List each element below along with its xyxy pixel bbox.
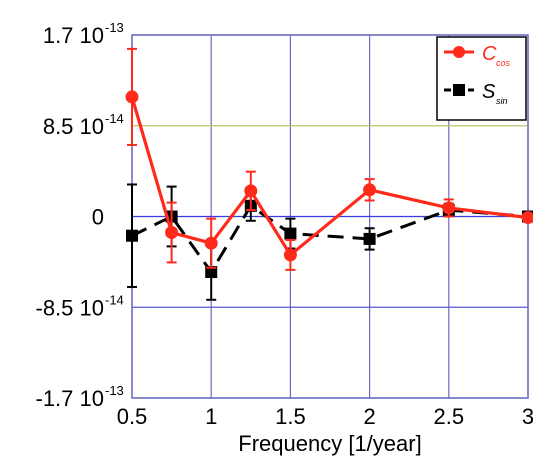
series-layer — [125, 47, 533, 301]
y-tick-label: -8.5 10 — [36, 295, 105, 320]
legend-entry: S — [482, 81, 496, 103]
data-point — [125, 90, 139, 104]
x-axis-ticks: 0.5 1 1.5 2 2.5 3 — [117, 404, 533, 429]
data-point — [521, 211, 533, 225]
y-tick-label: -1.7 10 — [36, 386, 105, 411]
legend-entry: C — [482, 43, 497, 65]
y-tick-exponent: -14 — [105, 292, 124, 307]
y-tick-exponent: -14 — [105, 111, 124, 126]
series-line — [130, 96, 529, 258]
x-tick-label: 0.5 — [117, 404, 148, 429]
data-point — [284, 227, 297, 240]
y-tick-label: 1.7 10 — [43, 23, 104, 48]
legend-marker — [453, 46, 465, 58]
data-point — [363, 232, 376, 245]
series-line — [131, 203, 529, 275]
x-axis-label: Frequency [1/year] — [238, 431, 421, 456]
x-tick-label: 3 — [522, 404, 533, 429]
series-S — [126, 183, 533, 301]
legend-entry-subscript: cos — [496, 58, 511, 68]
data-point — [204, 236, 218, 250]
x-tick-label: 2 — [363, 404, 375, 429]
data-point — [442, 201, 456, 215]
legend-marker — [453, 84, 465, 96]
y-axis-ticks: 1.7 10 -138.5 10 -140-8.5 10 -14-1.7 10 -13 — [36, 20, 124, 411]
series-C — [125, 47, 533, 271]
data-point — [205, 266, 218, 279]
x-tick-label: 2.5 — [434, 404, 465, 429]
y-tick-exponent: -13 — [105, 20, 124, 35]
x-tick-label: 1.5 — [275, 404, 306, 429]
y-tick-label: 8.5 10 — [43, 114, 104, 139]
data-point — [126, 229, 138, 242]
y-tick-label: 0 — [92, 205, 104, 230]
x-tick-label: 1 — [205, 404, 217, 429]
data-point — [165, 226, 179, 240]
legend-entry-subscript: sin — [496, 96, 508, 106]
data-point — [244, 184, 258, 198]
y-tick-exponent: -13 — [105, 383, 124, 398]
data-point — [363, 183, 377, 197]
data-point — [283, 248, 297, 262]
